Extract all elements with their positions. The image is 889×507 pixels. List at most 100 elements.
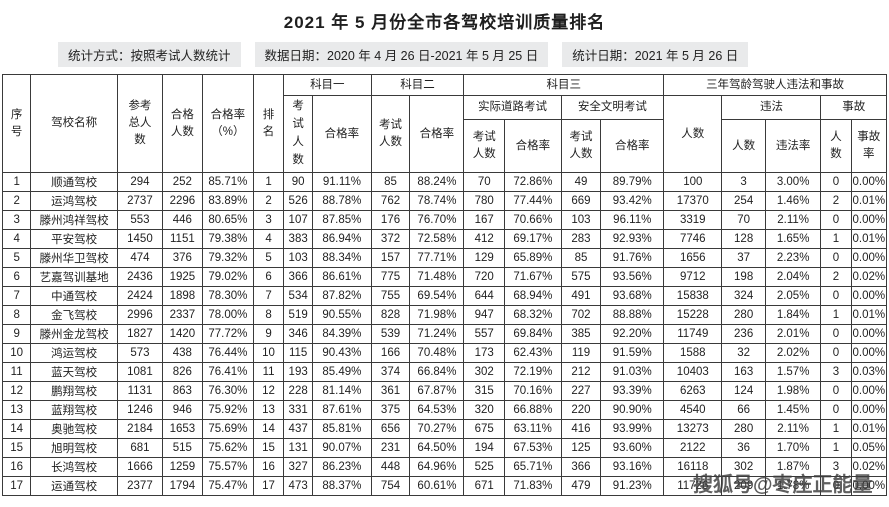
cell-violation-count: 280: [721, 419, 766, 439]
cell-driver-count: 1588: [663, 343, 723, 363]
cell-rank: 3: [253, 210, 285, 230]
header-road-pass-rate: 合格率: [504, 119, 562, 173]
cell-safety-exam-count: 669: [560, 191, 602, 211]
cell-pass-rate: 78.00%: [201, 305, 255, 325]
cell-rank: 11: [253, 362, 285, 382]
header-subject1: 科目一: [283, 74, 372, 96]
cell-s1-exam-count: 107: [283, 210, 314, 230]
cell-s2-pass-rate: 70.48%: [409, 343, 465, 363]
cell-s1-exam-count: 327: [283, 457, 314, 477]
cell-violation-rate: 2.05%: [764, 286, 822, 306]
cell-pass-rate: 80.65%: [201, 210, 255, 230]
cell-accident-rate: 0.05%: [850, 438, 888, 458]
cell-s2-pass-rate: 71.24%: [409, 324, 465, 344]
cell-accident-count: 2: [820, 267, 852, 287]
cell-road-exam-count: 173: [463, 343, 506, 363]
header-total-examinees: 参考 总人 数: [116, 74, 163, 173]
cell-seq: 5: [1, 248, 32, 268]
cell-s1-pass-rate: 86.23%: [312, 457, 372, 477]
cell-driver-count: 15838: [663, 286, 723, 306]
cell-road-pass-rate: 72.86%: [504, 172, 562, 192]
cell-s2-exam-count: 372: [370, 229, 411, 249]
cell-driver-count: 100: [663, 172, 723, 192]
cell-s1-exam-count: 228: [283, 381, 314, 401]
cell-accident-count: 0: [820, 476, 852, 496]
header-three-year-violations: 三年驾龄驾驶人违法和事故: [663, 74, 887, 96]
cell-accident-rate: 0.00%: [850, 343, 888, 363]
cell-total-examinees: 1827: [116, 324, 163, 344]
cell-violation-count: 254: [721, 191, 766, 211]
cell-violation-rate: 1.87%: [764, 457, 822, 477]
cell-accident-rate: 0.00%: [850, 210, 888, 230]
cell-s1-pass-rate: 85.81%: [312, 419, 372, 439]
cell-s2-exam-count: 775: [370, 267, 411, 287]
header-subject2: 科目二: [370, 74, 465, 96]
cell-s2-exam-count: 176: [370, 210, 411, 230]
table-row: 5 滕州华卫驾校 474 376 79.32% 5 103 88.34% 157 77.71% 12…: [1, 248, 888, 268]
cell-s2-exam-count: 828: [370, 305, 411, 325]
header-road-exam-count: 考试 人数: [463, 119, 506, 173]
cell-safety-pass-rate: 93.99%: [600, 419, 665, 439]
cell-safety-exam-count: 575: [560, 267, 602, 287]
table-row: 12 鹏翔驾校 1131 863 76.30% 12 228 81.14% 361 67.87% 3…: [1, 381, 888, 401]
cell-pass-rate: 85.71%: [201, 172, 255, 192]
table-row: 11 蓝天驾校 1081 826 76.41% 11 193 85.49% 374 66.84% 3…: [1, 362, 888, 382]
cell-road-exam-count: 129: [463, 248, 506, 268]
cell-s1-pass-rate: 87.85%: [312, 210, 372, 230]
cell-qualified-count: 946: [161, 400, 203, 420]
cell-pass-rate: 79.38%: [201, 229, 255, 249]
cell-s2-pass-rate: 71.98%: [409, 305, 465, 325]
cell-safety-pass-rate: 93.60%: [600, 438, 665, 458]
cell-school-name: 平安驾校: [30, 229, 118, 249]
cell-total-examinees: 1131: [116, 381, 163, 401]
stat-method-label: 统计方式：按照考试人数统计: [58, 42, 241, 67]
cell-accident-rate: 0.02%: [850, 457, 888, 477]
cell-violation-rate: 1.45%: [764, 400, 822, 420]
cell-s2-pass-rate: 64.96%: [409, 457, 465, 477]
cell-seq: 6: [1, 267, 32, 287]
cell-violation-rate: 2.11%: [764, 419, 822, 439]
cell-road-pass-rate: 71.83%: [504, 476, 562, 496]
cell-safety-exam-count: 227: [560, 381, 602, 401]
cell-s1-pass-rate: 87.82%: [312, 286, 372, 306]
cell-safety-pass-rate: 89.79%: [600, 172, 665, 192]
cell-accident-count: 1: [820, 305, 852, 325]
header-violation: 违法: [721, 95, 822, 120]
cell-safety-exam-count: 366: [560, 457, 602, 477]
cell-driver-count: 4540: [663, 400, 723, 420]
cell-school-name: 中通驾校: [30, 286, 118, 306]
cell-s1-exam-count: 193: [283, 362, 314, 382]
cell-school-name: 蓝翔驾校: [30, 400, 118, 420]
cell-s1-pass-rate: 81.14%: [312, 381, 372, 401]
cell-total-examinees: 2424: [116, 286, 163, 306]
table-row: 9 滕州金龙驾校 1827 1420 77.72% 9 346 84.39% 539 71.24%…: [1, 324, 888, 344]
cell-accident-rate: 0.00%: [850, 286, 888, 306]
cell-violation-count: 32: [721, 343, 766, 363]
cell-s2-pass-rate: 60.61%: [409, 476, 465, 496]
cell-school-name: 金飞驾校: [30, 305, 118, 325]
header-accident-count: 人 数: [820, 119, 852, 173]
cell-total-examinees: 2436: [116, 267, 163, 287]
cell-road-pass-rate: 68.94%: [504, 286, 562, 306]
cell-violation-count: 209: [721, 476, 766, 496]
cell-accident-rate: 0.02%: [850, 267, 888, 287]
cell-s1-pass-rate: 90.07%: [312, 438, 372, 458]
cell-qualified-count: 2337: [161, 305, 203, 325]
cell-school-name: 滕州鸿祥驾校: [30, 210, 118, 230]
header-subject3: 科目三: [463, 74, 665, 96]
cell-violation-rate: 1.98%: [764, 381, 822, 401]
cell-s1-pass-rate: 86.61%: [312, 267, 372, 287]
cell-total-examinees: 2996: [116, 305, 163, 325]
header-violation-count: 人数: [721, 119, 766, 173]
cell-s1-pass-rate: 90.55%: [312, 305, 372, 325]
cell-total-examinees: 553: [116, 210, 163, 230]
cell-pass-rate: 76.44%: [201, 343, 255, 363]
cell-rank: 5: [253, 248, 285, 268]
cell-s1-pass-rate: 88.34%: [312, 248, 372, 268]
cell-s1-exam-count: 383: [283, 229, 314, 249]
cell-violation-rate: 2.01%: [764, 324, 822, 344]
cell-school-name: 长鸿驾校: [30, 457, 118, 477]
cell-seq: 12: [1, 381, 32, 401]
cell-seq: 9: [1, 324, 32, 344]
table-row: 2 运鸿驾校 2737 2296 83.89% 2 526 88.78% 762 78.74% 78…: [1, 191, 888, 211]
